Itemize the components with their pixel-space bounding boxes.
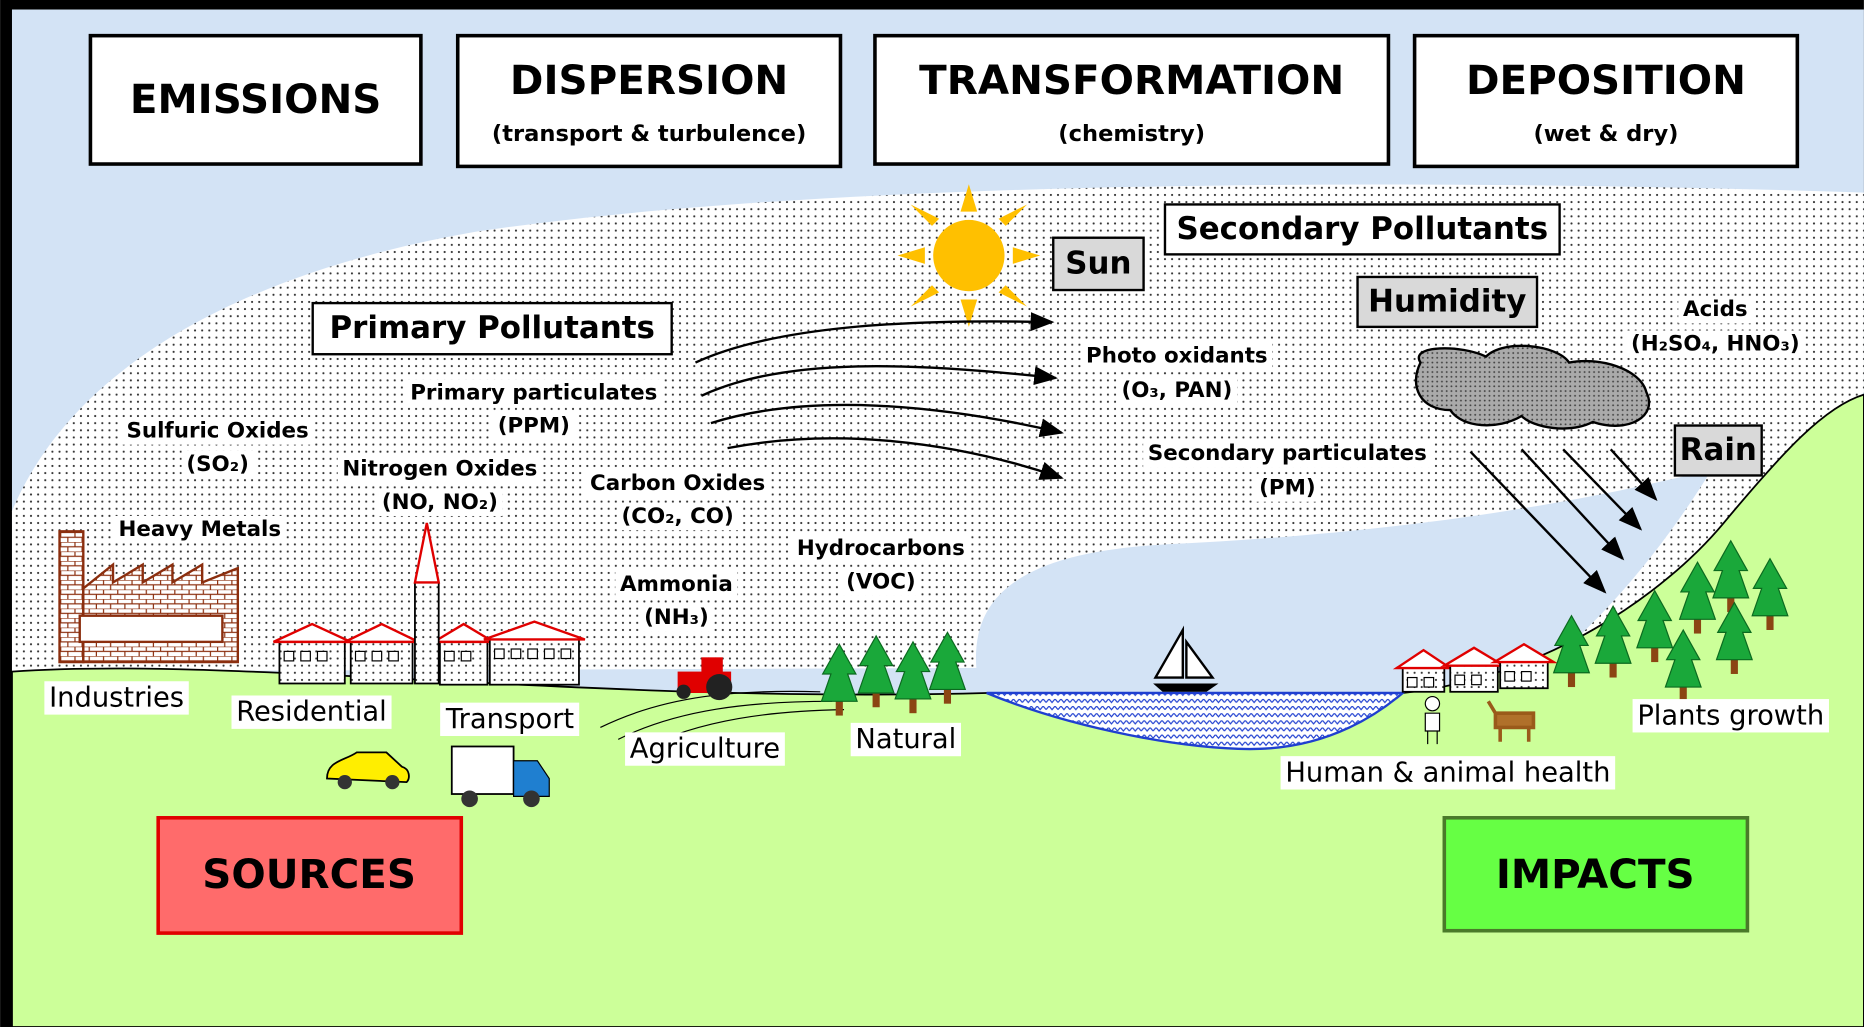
label: TRANSFORMATION (919, 56, 1344, 104)
label: Agriculture (630, 734, 780, 765)
label: Humidity (1368, 284, 1526, 320)
label: (VOC) (846, 569, 916, 594)
window (372, 651, 382, 661)
window (1455, 675, 1465, 685)
label: Nitrogen Oxides (342, 457, 537, 482)
label: (PPM) (498, 414, 570, 439)
window (1424, 678, 1434, 688)
trunk (1731, 660, 1738, 674)
trunk (836, 701, 843, 715)
trunk (1568, 673, 1575, 687)
window (561, 649, 571, 659)
label: (H₂SO₄, HNO₃) (1631, 332, 1800, 357)
label: (SO₂) (186, 452, 248, 477)
label: Photo oxidants (1086, 344, 1268, 369)
label: Rain (1680, 432, 1757, 468)
label: Heavy Metals (118, 517, 281, 542)
label: IMPACTS (1496, 850, 1695, 898)
label: Plants growth (1637, 700, 1824, 731)
window (389, 651, 399, 661)
label: (PM) (1259, 476, 1315, 501)
diagram: EMISSIONS DISPERSION (transport & turbulen… (0, 0, 1864, 1027)
label: Carbon Oxides (590, 471, 765, 496)
label: (transport & turbulence) (492, 121, 806, 147)
label: DEPOSITION (1466, 56, 1746, 104)
trunk (909, 699, 916, 713)
window (528, 649, 538, 659)
window (495, 649, 505, 659)
label: Primary particulates (410, 380, 657, 405)
label: (NH₃) (644, 605, 709, 630)
window (301, 651, 311, 661)
trunk (1694, 619, 1701, 633)
label: Transport (445, 704, 575, 735)
window (1472, 675, 1482, 685)
label: Residential (236, 697, 387, 728)
window (1505, 672, 1515, 682)
label: Acids (1683, 297, 1748, 322)
label: Secondary particulates (1148, 441, 1427, 466)
label: (wet & dry) (1533, 121, 1678, 147)
label: Sun (1065, 246, 1131, 282)
trunk (1610, 663, 1617, 677)
window (544, 649, 554, 659)
label: (O₃, PAN) (1121, 378, 1232, 403)
house (351, 642, 413, 684)
trunk (1766, 616, 1773, 630)
label: Natural (855, 724, 956, 755)
trunk (944, 689, 951, 703)
label: (NO, NO₂) (382, 490, 498, 515)
label: Industries (49, 682, 184, 713)
trunk (873, 693, 880, 707)
label: EMISSIONS (130, 75, 382, 123)
house (440, 642, 488, 685)
window (445, 651, 455, 661)
label: DISPERSION (510, 56, 788, 104)
window (284, 651, 294, 661)
label: (CO₂, CO) (622, 504, 734, 529)
window (511, 649, 521, 659)
label: Ammonia (620, 572, 733, 597)
label: Secondary Pollutants (1176, 211, 1548, 247)
window (317, 651, 327, 661)
trunk (1651, 648, 1658, 662)
label: Hydrocarbons (797, 536, 965, 561)
label: Human & animal health (1285, 757, 1610, 788)
page: EMISSIONS DISPERSION (transport & turbulen… (0, 0, 1864, 1027)
label: Sulfuric Oxides (126, 418, 308, 443)
house (490, 639, 579, 684)
window (1522, 672, 1532, 682)
label: Primary Pollutants (329, 310, 654, 346)
label: (chemistry) (1058, 121, 1205, 147)
label: SOURCES (202, 850, 416, 898)
window (461, 651, 471, 661)
window (356, 651, 366, 661)
house (279, 642, 344, 684)
window (1407, 678, 1417, 688)
